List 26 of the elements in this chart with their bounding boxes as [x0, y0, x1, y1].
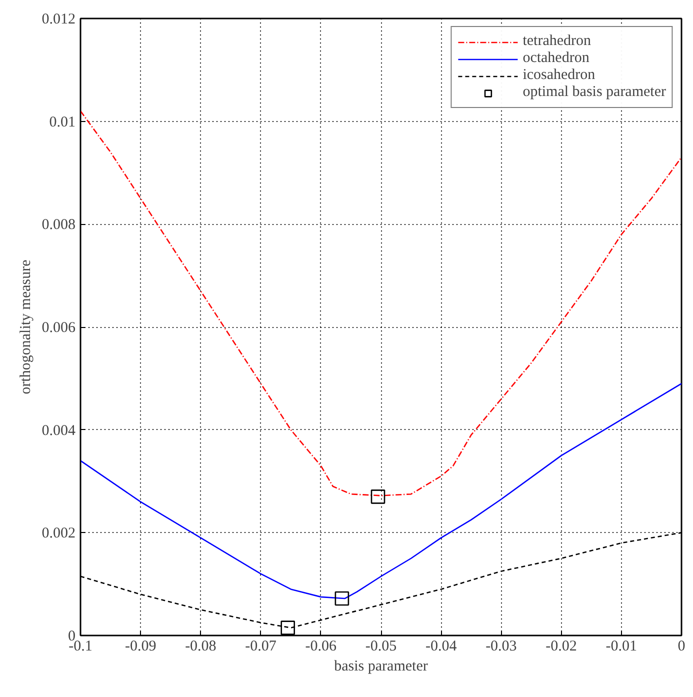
point	[280, 620, 295, 635]
x-tick-label: -0.05	[365, 638, 397, 654]
x-tick-label: -0.08	[185, 638, 216, 654]
x-tick-label: -0.09	[124, 638, 156, 654]
x-tick-label: -0.07	[245, 638, 277, 654]
legend-label: tetrahedron	[522, 33, 592, 50]
y-tick-label: 0.012	[42, 12, 76, 28]
legend-label: optimal basis parameter	[522, 84, 666, 101]
y-tick-label: 0.002	[42, 526, 76, 542]
legend-label: icosahedron	[522, 67, 596, 84]
x-tick-label: 0	[678, 638, 686, 654]
y-tick-label: 0.006	[42, 320, 76, 336]
y-tick-label: 0	[68, 628, 76, 644]
point	[334, 591, 350, 606]
x-tick-label: -0.06	[305, 638, 338, 654]
point	[370, 490, 386, 504]
x-tick-label: -0.02	[546, 638, 577, 654]
y-tick-label: 0.008	[42, 217, 76, 234]
x-axis-title: basis parameter	[334, 658, 428, 674]
y-axis-title: orthogonality measure	[18, 259, 34, 394]
x-tick-label: -0.03	[486, 638, 517, 654]
y-tick-label: 0.01	[49, 114, 76, 130]
y-tick-label: 0.004	[42, 422, 76, 439]
x-tick-label: -0.04	[425, 638, 458, 654]
x-tick-label: -0.01	[606, 638, 638, 654]
legend-label: octahedron	[522, 50, 590, 67]
